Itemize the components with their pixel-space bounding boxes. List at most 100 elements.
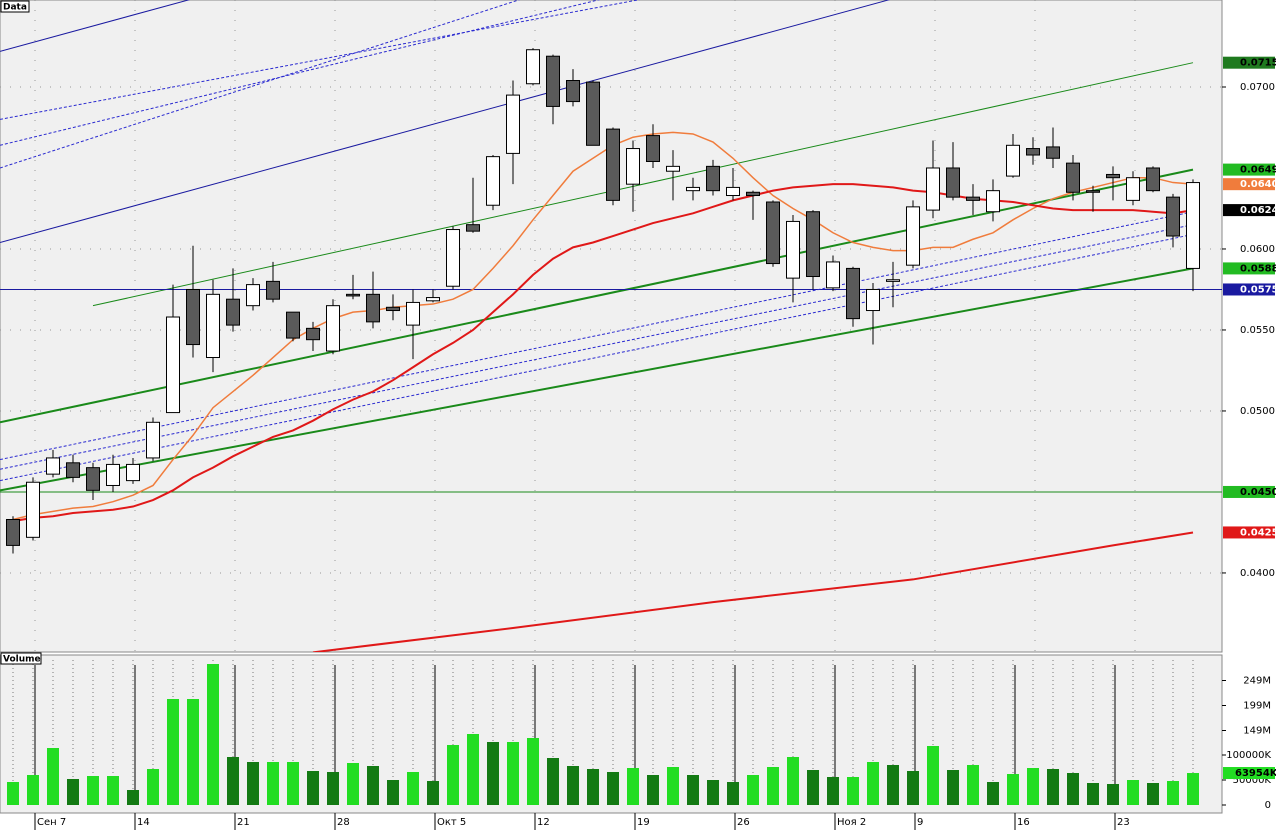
price-tag-label: 0.0588 bbox=[1240, 263, 1276, 274]
panel-title: Volume bbox=[3, 655, 41, 665]
volume-bar bbox=[647, 775, 659, 805]
price-plot bbox=[0, 0, 1222, 652]
y-tick-label: 249M bbox=[1243, 676, 1271, 687]
price-tag-label: 0.0425 bbox=[1240, 527, 1276, 538]
volume-bar bbox=[87, 776, 99, 805]
price-tag-label: 0.0450 bbox=[1240, 487, 1276, 498]
volume-bar bbox=[167, 699, 179, 805]
volume-bar bbox=[627, 768, 639, 805]
volume-bar bbox=[567, 766, 579, 805]
volume-bar bbox=[187, 699, 199, 805]
volume-bar bbox=[827, 777, 839, 805]
trend-line bbox=[0, 0, 191, 52]
candle-body bbox=[126, 463, 140, 482]
volume-bar bbox=[1167, 781, 1179, 805]
volume-bar bbox=[227, 757, 239, 805]
moving-average bbox=[12, 131, 1194, 521]
candle-body bbox=[466, 224, 480, 232]
trend-line bbox=[0, 211, 1194, 461]
candle-body bbox=[206, 293, 220, 359]
volume-bar bbox=[887, 765, 899, 805]
volume-bar bbox=[247, 762, 259, 805]
volume-bar bbox=[1147, 783, 1159, 805]
candle-body bbox=[1026, 148, 1040, 156]
candle-body bbox=[286, 311, 300, 339]
candle-body bbox=[666, 165, 680, 172]
candle-body bbox=[526, 49, 540, 85]
price-tag bbox=[1223, 485, 1275, 498]
volume-bar bbox=[327, 772, 339, 805]
x-tick-label: 21 bbox=[237, 817, 250, 828]
candle-body bbox=[626, 148, 640, 185]
volume-bar bbox=[547, 758, 559, 805]
candle-body bbox=[1106, 173, 1120, 179]
volume-bar bbox=[967, 765, 979, 805]
candle-body bbox=[606, 128, 620, 201]
candle-body bbox=[426, 297, 440, 302]
title-box bbox=[0, 0, 30, 13]
y-tick-label: 0.0600 bbox=[1240, 244, 1275, 255]
candle-body bbox=[966, 196, 980, 201]
volume-bar bbox=[67, 779, 79, 805]
volume-bar bbox=[767, 767, 779, 805]
price-tag-label: 0.0715 bbox=[1240, 58, 1276, 69]
volume-bar bbox=[207, 664, 219, 805]
price-tag bbox=[1223, 283, 1275, 296]
volume-bar bbox=[1107, 784, 1119, 805]
candle-body bbox=[1066, 162, 1080, 193]
volume-bar bbox=[1187, 773, 1199, 805]
price-tag-label: 0.0575 bbox=[1240, 284, 1276, 295]
volume-bar bbox=[987, 782, 999, 805]
volume-bar bbox=[107, 776, 119, 805]
volume-bar bbox=[867, 762, 879, 805]
price-panel bbox=[0, 0, 1223, 653]
candle-body bbox=[786, 220, 800, 279]
volume-bar bbox=[487, 742, 499, 805]
volume-bar bbox=[127, 790, 139, 805]
volume-bar bbox=[927, 746, 939, 805]
volume-bar bbox=[1027, 768, 1039, 805]
candle-body bbox=[186, 288, 200, 346]
volume-plot bbox=[7, 660, 1199, 805]
volume-bar bbox=[447, 745, 459, 805]
candle-body bbox=[706, 165, 720, 192]
candle-body bbox=[6, 518, 20, 546]
candle-body bbox=[446, 229, 460, 287]
volume-bar bbox=[267, 762, 279, 805]
candle-body bbox=[166, 316, 180, 414]
candle-body bbox=[1126, 177, 1140, 201]
candle-body bbox=[766, 201, 780, 265]
volume-bar bbox=[27, 775, 39, 805]
volume-bar bbox=[1127, 780, 1139, 805]
candle-body bbox=[826, 261, 840, 289]
volume-bar bbox=[1067, 773, 1079, 805]
volume-bar bbox=[407, 772, 419, 805]
candle-body bbox=[506, 94, 520, 154]
x-tick-label: Окт 5 bbox=[437, 817, 466, 828]
price-tag-label: 0.0640 bbox=[1240, 179, 1276, 190]
trend-line bbox=[0, 0, 641, 120]
y-tick-label: 0.0400 bbox=[1240, 568, 1275, 579]
volume-bar bbox=[347, 763, 359, 805]
volume-tag-label: 63954K bbox=[1235, 768, 1276, 779]
trend-line bbox=[0, 224, 1194, 470]
trend-line bbox=[0, 0, 891, 243]
candle-body bbox=[646, 135, 660, 163]
candle-body bbox=[726, 186, 740, 197]
x-tick-label: 26 bbox=[737, 817, 750, 828]
volume-bar bbox=[707, 780, 719, 805]
candle-body bbox=[226, 298, 240, 326]
x-tick-label: 12 bbox=[537, 817, 550, 828]
y-tick-label: 149M bbox=[1243, 726, 1271, 737]
candle-body bbox=[1166, 196, 1180, 237]
x-tick-label: 19 bbox=[637, 817, 650, 828]
price-tag bbox=[1223, 262, 1275, 275]
candle-body bbox=[746, 191, 760, 197]
x-tick-label: 28 bbox=[337, 817, 350, 828]
price-tag bbox=[1223, 163, 1275, 176]
candle-body bbox=[306, 327, 320, 341]
candle-body bbox=[246, 284, 260, 307]
x-tick-label: 14 bbox=[137, 817, 150, 828]
volume-tag bbox=[1223, 767, 1275, 780]
